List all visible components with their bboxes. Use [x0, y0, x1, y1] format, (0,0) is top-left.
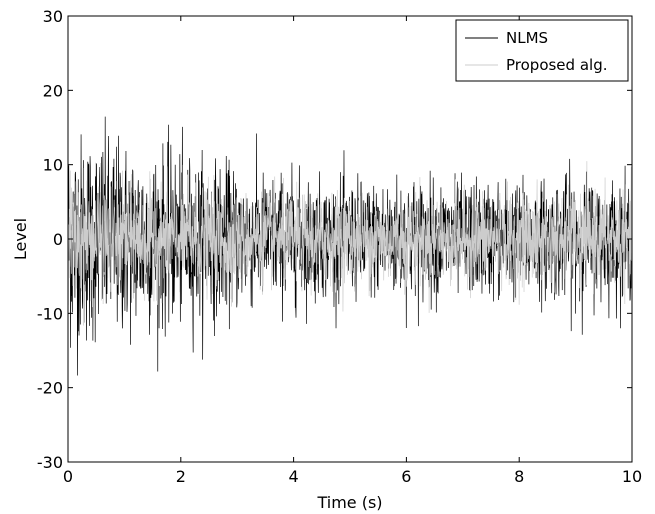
x-axis-label: Time (s) — [316, 493, 382, 512]
legend-box — [455, 19, 629, 82]
y-tick-label: -10 — [37, 304, 63, 323]
legend: NLMS Proposed alg. — [455, 19, 629, 82]
x-tick-label: 6 — [401, 467, 411, 486]
x-tick-label: 4 — [289, 467, 299, 486]
y-tick-label: -20 — [37, 379, 63, 398]
x-tick-label: 10 — [622, 467, 642, 486]
y-axis-label: Level — [11, 218, 30, 260]
series-layer — [68, 116, 632, 376]
tick-layer: 0 2 4 6 8 10 -30 -20 -10 0 10 20 30 — [37, 7, 642, 486]
x-tick-label: 0 — [63, 467, 73, 486]
y-tick-label: 30 — [43, 7, 63, 26]
x-tick-label: 2 — [176, 467, 186, 486]
y-tick-label: 20 — [43, 81, 63, 100]
y-tick-label: 10 — [43, 156, 63, 175]
y-tick-label: -30 — [37, 453, 63, 472]
y-tick-label: 0 — [53, 230, 63, 249]
legend-label-proposed: Proposed alg. — [506, 56, 607, 74]
legend-label-nlms: NLMS — [506, 29, 548, 47]
x-tick-label: 8 — [514, 467, 524, 486]
series-line-proposed-alg — [68, 161, 632, 326]
